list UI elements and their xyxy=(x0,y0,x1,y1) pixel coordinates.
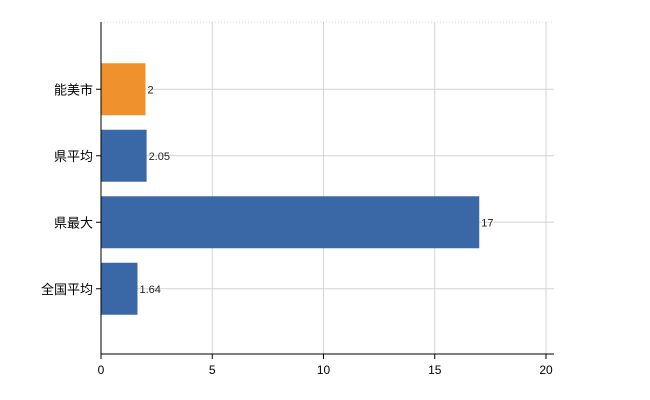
x-tick-label: 10 xyxy=(317,363,331,377)
category-label: 県平均 xyxy=(54,150,93,165)
category-label: 能美市 xyxy=(54,82,93,98)
data-label: 1.64 xyxy=(139,284,160,296)
bar xyxy=(101,129,147,182)
data-label: 17 xyxy=(481,217,493,229)
data-label: 2 xyxy=(148,84,154,96)
data-label: 2.05 xyxy=(149,151,170,163)
axes xyxy=(100,22,554,355)
x-tick-label: 20 xyxy=(539,363,553,377)
bar xyxy=(101,196,480,249)
category-label: 全国平均 xyxy=(41,282,93,298)
category-label: 県最大 xyxy=(54,216,93,231)
labels: 0 5 10 15 20 能美市 2 県平均 2.05 県最大 17 全国平均 1.64 xyxy=(41,82,553,377)
bars xyxy=(101,63,480,315)
bar xyxy=(101,262,138,315)
x-tick-label: 15 xyxy=(428,363,442,377)
grid-lines xyxy=(101,21,554,354)
x-tick-label: 0 xyxy=(98,363,105,377)
bar xyxy=(101,63,146,116)
x-tick-label: 5 xyxy=(209,363,216,377)
